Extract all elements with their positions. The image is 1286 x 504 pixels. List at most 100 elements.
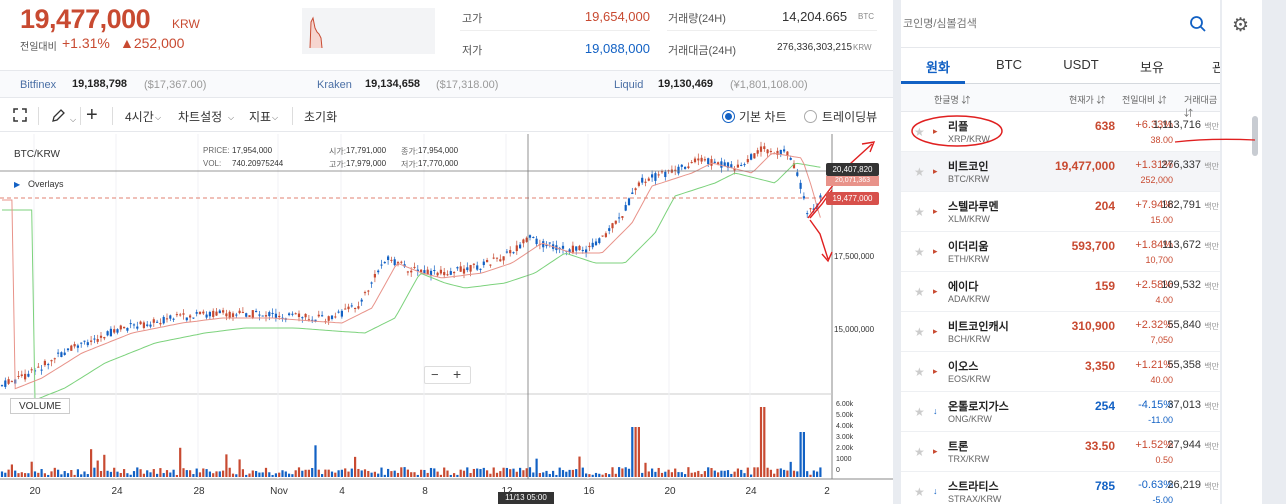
- candle-body: [264, 315, 268, 317]
- coin-row[interactable]: ★ ▸ 스텔라루멘 XLM/KRW 204 +7.94% 15.00 182,791 백만: [901, 192, 1220, 232]
- coin-row[interactable]: ★ ▸ 리플 XRP/KRW 638 +6.33% 38.00 1,113,716 백만: [901, 112, 1220, 152]
- sort-volume[interactable]: 거래대금 ⇵: [1184, 95, 1218, 118]
- star-icon[interactable]: ★: [914, 245, 925, 259]
- star-icon[interactable]: ★: [914, 485, 925, 499]
- chevron-down-icon[interactable]: ⌵: [70, 115, 77, 124]
- coin-name[interactable]: 스텔라루멘: [948, 201, 999, 213]
- crosshair-icon[interactable]: +: [86, 104, 98, 126]
- candle-body: [561, 245, 565, 249]
- coin-name[interactable]: 이오스: [948, 361, 979, 373]
- play-icon[interactable]: ▶: [14, 180, 21, 189]
- star-icon[interactable]: ★: [914, 365, 925, 379]
- candle-body: [703, 159, 706, 161]
- volume-bar: [806, 471, 809, 477]
- overlays-label[interactable]: Overlays: [28, 179, 64, 189]
- indicators-button[interactable]: 지표: [249, 110, 272, 124]
- coin-row[interactable]: ★ ▸ 이더리움 ETH/KRW 593,700 +1.84% 10,700 113,672 백…: [901, 232, 1220, 272]
- coin-name[interactable]: 이더리움: [948, 241, 989, 253]
- basic-chart-radio[interactable]: [722, 110, 735, 123]
- coin-name[interactable]: 트론: [948, 441, 969, 453]
- star-icon[interactable]: ★: [914, 165, 925, 179]
- candle-body: [192, 317, 195, 319]
- coin-row[interactable]: ★ ↓ 온톨로지가스 ONG/KRW 254 -4.15% -11.00 37,013 백만: [901, 392, 1220, 432]
- volume-bar: [251, 470, 254, 477]
- star-icon[interactable]: ★: [914, 405, 925, 419]
- fullscreen-icon[interactable]: [13, 108, 27, 122]
- exchange-name[interactable]: Kraken: [317, 79, 352, 91]
- coin-name[interactable]: 에이다: [948, 281, 979, 293]
- volume-bar: [406, 469, 409, 477]
- chevron-down-icon[interactable]: ⌵: [228, 113, 235, 122]
- interval-select[interactable]: 4시간: [125, 110, 154, 124]
- pencil-icon[interactable]: [50, 108, 66, 124]
- coin-row[interactable]: ★ ▸ 비트코인캐시 BCH/KRW 310,900 +2.32% 7,050 55,840 백…: [901, 312, 1220, 352]
- candle-body: [367, 290, 370, 292]
- exchange-name[interactable]: Liquid: [614, 79, 644, 91]
- candle-body: [581, 249, 584, 251]
- coin-row[interactable]: ★ ▸ 이오스 EOS/KRW 3,350 +1.21% 40.00 55,358 백만: [901, 352, 1220, 392]
- gear-icon[interactable]: ⚙: [1232, 15, 1250, 36]
- star-icon[interactable]: ★: [914, 445, 925, 459]
- coin-row[interactable]: ★ ↓ 스트라티스 STRAX/KRW 785 -0.63% -5.00 26,219 백만: [901, 472, 1220, 504]
- star-icon[interactable]: ★: [914, 125, 925, 139]
- tradingview-radio[interactable]: [804, 110, 817, 123]
- price-chart[interactable]: BTC/KRW ▶ Overlays PRICE: 17,954,000 VOL…: [0, 134, 893, 504]
- coin-name[interactable]: 비트코인: [948, 161, 989, 173]
- coin-row[interactable]: ★ ▸ 에이다 ADA/KRW 159 +2.58% 4.00 109,532 백만: [901, 272, 1220, 312]
- candle-body: [660, 171, 664, 173]
- candle-body: [17, 375, 20, 377]
- volume-bar: [585, 473, 588, 477]
- volume-bar: [812, 470, 815, 477]
- coin-row[interactable]: ★ ▸ 비트코인 BTC/KRW 19,477,000 +1.31% 252,000 276,…: [901, 152, 1220, 192]
- coin-change-pct: +1.84%: [1135, 239, 1173, 251]
- sort-change[interactable]: 전일대비 ⇵: [1122, 95, 1167, 105]
- volume-bar: [47, 474, 50, 477]
- candle-body: [350, 305, 353, 307]
- volume-bar: [453, 473, 456, 477]
- volume-bar: [43, 473, 46, 477]
- chart-settings-button[interactable]: 차트설정: [178, 110, 223, 124]
- search-icon[interactable]: [1189, 15, 1207, 33]
- coin-search-input[interactable]: [901, 8, 1181, 40]
- volume-bar: [383, 474, 386, 477]
- volume-bar: [390, 471, 393, 477]
- volume-bar: [10, 464, 13, 477]
- coin-name[interactable]: 리플: [948, 121, 969, 133]
- tab-btc[interactable]: BTC: [996, 57, 1022, 72]
- reset-button[interactable]: 초기화: [304, 110, 338, 124]
- zoom-in-button[interactable]: +: [453, 366, 462, 382]
- tab-usdt[interactable]: USDT: [1063, 57, 1099, 72]
- tab-krw[interactable]: 원화: [926, 60, 950, 75]
- tab-favorites[interactable]: 관심: [1212, 60, 1220, 75]
- chart-canvas[interactable]: [0, 134, 893, 504]
- tab-holdings[interactable]: 보유: [1140, 60, 1164, 75]
- candle-body: [149, 324, 152, 327]
- candle-body: [522, 239, 525, 244]
- sort-price[interactable]: 현재가 ⇵: [1069, 95, 1106, 105]
- tradingview-label[interactable]: 트레이딩뷰: [822, 110, 878, 124]
- info-close-label: 종가:: [401, 147, 418, 156]
- volume-bar: [367, 470, 370, 477]
- volume-bar: [502, 467, 505, 477]
- chevron-down-icon[interactable]: ⌵: [155, 113, 162, 122]
- candle-body: [33, 370, 37, 372]
- star-icon[interactable]: ★: [914, 205, 925, 219]
- volume-bar: [156, 473, 159, 477]
- basic-chart-label[interactable]: 기본 차트: [739, 110, 787, 124]
- star-icon[interactable]: ★: [914, 325, 925, 339]
- exchange-price: 19,134,658: [365, 78, 421, 90]
- volume-bar: [555, 474, 558, 477]
- exchange-name[interactable]: Bitfinex: [20, 79, 57, 91]
- coin-name[interactable]: 온톨로지가스: [948, 401, 1009, 413]
- candle-body: [736, 164, 739, 168]
- coin-name[interactable]: 스트라티스: [948, 481, 999, 493]
- coin-name[interactable]: 비트코인캐시: [948, 321, 1009, 333]
- list-scrollbar[interactable]: [1252, 116, 1258, 156]
- zoom-out-button[interactable]: −: [431, 367, 439, 382]
- coin-row[interactable]: ★ ▸ 트론 TRX/KRW 33.50 +1.52% 0.50 27,944 백만: [901, 432, 1220, 472]
- chevron-down-icon[interactable]: ⌵: [272, 113, 279, 122]
- sort-name[interactable]: 한글명 ⇵: [934, 95, 971, 105]
- candle-body: [83, 340, 86, 342]
- star-icon[interactable]: ★: [914, 285, 925, 299]
- active-tab-indicator: [901, 81, 965, 84]
